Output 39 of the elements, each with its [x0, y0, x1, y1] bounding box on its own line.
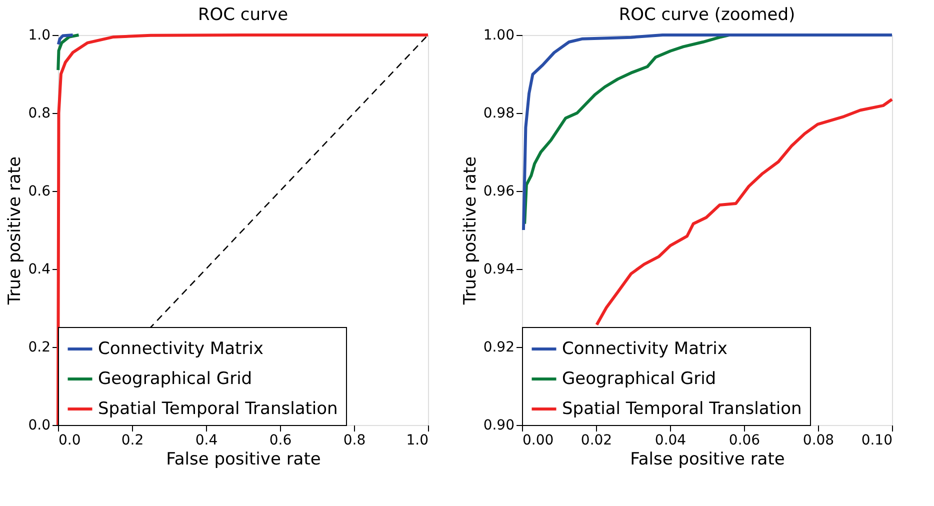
x-tick-label: 0.0 — [58, 432, 81, 448]
x-tick-label: 0.2 — [121, 432, 144, 448]
y-tick-label: 0.96 — [483, 184, 515, 200]
y-tick-label: 0.0 — [28, 418, 50, 434]
y-tick-label: 0.94 — [483, 262, 515, 278]
x-tick-label: 0.04 — [654, 432, 686, 448]
x-axis-title: False positive rate — [630, 450, 785, 470]
legend-label: Geographical Grid — [562, 369, 716, 389]
y-tick-label: 0.4 — [28, 262, 51, 278]
legend-label: Spatial Temporal Translation — [98, 399, 338, 419]
y-tick-label: 1.0 — [28, 28, 50, 44]
y-tick-label: 0.92 — [483, 340, 514, 356]
y-tick-label: 0.6 — [28, 184, 51, 200]
y-tick-label: 1.00 — [483, 28, 514, 44]
y-tick-label: 0.8 — [28, 106, 50, 122]
y-tick-label: 0.2 — [28, 340, 50, 356]
legend-label: Geographical Grid — [98, 369, 252, 389]
legend-label: Spatial Temporal Translation — [562, 399, 802, 419]
y-tick-label: 0.90 — [483, 418, 514, 434]
x-tick-label: 0.8 — [343, 432, 366, 448]
x-tick-label: 0.08 — [802, 432, 834, 448]
x-tick-label: 0.6 — [269, 432, 292, 448]
x-tick-label: 0.06 — [728, 432, 760, 448]
line-series — [595, 98, 894, 326]
y-tick-label: 0.98 — [483, 106, 514, 122]
x-axis-title: False positive rate — [166, 450, 321, 470]
x-tick-label: 0.10 — [861, 432, 892, 448]
x-tick-label: 0.4 — [195, 432, 218, 448]
line-series — [56, 34, 80, 72]
x-tick-label: 1.0 — [406, 432, 428, 448]
y-axis-title: True positive rate — [5, 156, 26, 306]
chart-title: ROC curve (zoomed) — [618, 5, 796, 25]
x-tick-label: 0.02 — [580, 432, 612, 448]
y-axis-title: True positive rate — [460, 156, 480, 306]
legend-label: Connectivity Matrix — [562, 339, 728, 359]
legend-label: Connectivity Matrix — [98, 339, 264, 359]
chart-title: ROC curve — [198, 5, 288, 25]
x-tick-label: 0.00 — [522, 432, 554, 448]
line-series — [56, 34, 74, 46]
